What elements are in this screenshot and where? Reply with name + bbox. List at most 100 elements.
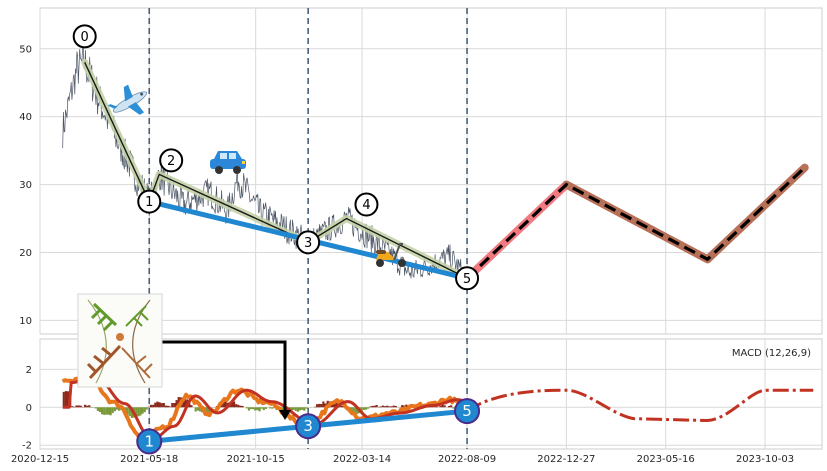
histogram-bar [207, 407, 210, 413]
histogram-bar [384, 406, 387, 408]
histogram-bar [77, 405, 80, 408]
wave-marker: 5 [455, 266, 480, 291]
histogram-bar [196, 407, 199, 411]
histogram-bar [113, 407, 116, 412]
histogram-bar [84, 404, 87, 408]
x-axis: 2020-12-15 2021-05-18 2021-10-15 2022-03-14… [11, 454, 794, 465]
macd-badge-label: 3 [303, 417, 313, 435]
wave-marker: 4 [354, 192, 379, 217]
projection-dash [465, 166, 806, 280]
histogram-bar [386, 405, 389, 408]
wave-marker-label: 5 [463, 272, 471, 287]
y-tick-label: -2 [22, 441, 32, 452]
x-tick-label: 2022-03-14 [333, 454, 391, 465]
macd-badge-circle [295, 413, 322, 440]
macd-badge-label: 5 [462, 402, 472, 420]
macd-badges: 1 3 5 [136, 398, 481, 455]
histogram-bar [224, 400, 227, 408]
histogram-bar [341, 405, 344, 408]
macd-badge: 1 [136, 428, 163, 455]
histogram-bar [292, 407, 295, 410]
macd-badge-circle [136, 428, 163, 455]
histogram-bar [256, 407, 259, 411]
histogram-bar [250, 407, 253, 409]
histogram-bar [173, 403, 176, 408]
x-tick-label: 2023-10-03 [736, 454, 794, 465]
wave-marker-circle [354, 192, 379, 217]
histogram-bar [264, 407, 268, 409]
histogram-bar [245, 407, 248, 409]
histogram-bar [447, 406, 451, 408]
histogram-bar [333, 402, 336, 408]
histogram-bar [379, 406, 382, 408]
histogram-bar [360, 407, 363, 412]
histogram-bar [86, 405, 89, 408]
histogram-bar [241, 405, 244, 408]
histogram-bar [118, 407, 121, 411]
histogram-bar [352, 407, 355, 414]
histogram-bar [135, 407, 138, 418]
histogram-bar [235, 404, 238, 408]
histogram-bar [247, 407, 251, 411]
histogram-bar [439, 406, 442, 408]
histogram-bar [401, 405, 404, 408]
y-tick-label: 20 [19, 248, 32, 259]
histogram-bar [141, 407, 144, 414]
wave-marker-circle [296, 230, 321, 255]
histogram-bar [150, 404, 153, 408]
histogram-bar [303, 407, 306, 411]
histogram-bar [158, 402, 161, 408]
wave-marker-circle [455, 266, 480, 291]
wave-marker: 2 [159, 148, 184, 173]
y-tick-label: 30 [19, 180, 32, 191]
histogram-bar [109, 407, 112, 416]
histogram-bar [369, 406, 372, 408]
histogram-bar [103, 407, 106, 415]
signal-line [62, 375, 475, 441]
histogram-bar [269, 407, 272, 409]
histogram-bar [339, 405, 342, 408]
histogram-bar [154, 402, 157, 408]
histogram-bar [239, 405, 242, 408]
histogram-bar [296, 407, 299, 412]
histogram-bar [290, 407, 293, 412]
arrow-head-icon [279, 410, 291, 420]
x-tick-label: 2021-10-15 [227, 454, 285, 465]
histogram-bar [75, 405, 78, 408]
histogram-bar [375, 405, 378, 408]
histogram-bar [107, 407, 110, 415]
histogram-bar [88, 405, 91, 408]
histogram-bar [62, 391, 65, 408]
macd-badge: 5 [454, 398, 481, 425]
histogram-bar [443, 405, 446, 408]
y-tick-label: 2 [26, 365, 32, 376]
histogram-bar [364, 407, 368, 410]
histogram-bar [381, 405, 385, 408]
histogram-bar [373, 405, 376, 408]
histogram-bar [271, 407, 274, 409]
wave-marker-label: 2 [167, 154, 175, 169]
histogram-bar [392, 405, 395, 408]
histogram-bar [237, 404, 240, 408]
histogram-bar [73, 406, 76, 408]
histogram-bar [394, 405, 397, 408]
airplane-icon [107, 84, 148, 115]
histogram-bar [258, 407, 261, 412]
histogram-bar [452, 407, 455, 409]
histogram-bar [354, 407, 357, 413]
histogram-bar [198, 407, 202, 412]
macd-label: MACD (12,26,9) [732, 348, 811, 359]
histogram-bar [441, 404, 444, 408]
y-tick-label: 40 [19, 112, 32, 123]
histogram-bar [262, 407, 265, 411]
histogram-bar [222, 401, 225, 408]
x-tick-label: 2022-08-09 [438, 454, 496, 465]
car-icon [210, 151, 246, 174]
histogram-bar [362, 407, 365, 410]
histogram-bar [356, 407, 359, 414]
histogram-bar [130, 407, 133, 418]
price-panel [39, 7, 823, 335]
wave-marker: 1 [137, 189, 162, 214]
histogram-bar [205, 407, 208, 414]
